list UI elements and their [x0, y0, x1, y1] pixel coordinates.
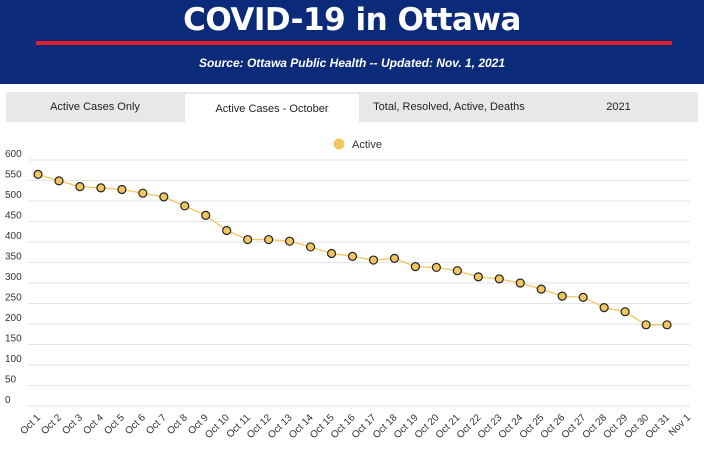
- data-point[interactable]: [117, 184, 127, 195]
- data-point[interactable]: [578, 292, 588, 302]
- tab-active-cases-october[interactable]: Active Cases - October: [185, 94, 359, 124]
- tab-2021[interactable]: 2021: [539, 92, 698, 122]
- data-point[interactable]: [599, 303, 609, 313]
- y-tick-label: 100: [5, 354, 22, 365]
- tab-label: Total, Resolved, Active, Deaths: [373, 101, 525, 113]
- series-line-active: [37, 173, 668, 326]
- data-point[interactable]: [201, 210, 211, 220]
- x-tick-label: Oct 8: [165, 412, 190, 437]
- y-tick-label: 300: [5, 272, 22, 283]
- data-point[interactable]: [515, 278, 525, 288]
- data-point[interactable]: [347, 251, 358, 261]
- data-point[interactable]: [431, 262, 441, 273]
- y-tick-label: 550: [5, 170, 22, 181]
- tab-label: Active Cases - October: [215, 103, 329, 115]
- data-point[interactable]: [368, 255, 379, 265]
- data-point[interactable]: [75, 182, 85, 192]
- data-point[interactable]: [536, 284, 546, 294]
- tab-bar: Active Cases Only Active Cases - October…: [6, 92, 698, 124]
- x-tick-label: Oct 5: [102, 412, 127, 437]
- data-point[interactable]: [96, 183, 106, 193]
- y-tick-label: 250: [5, 293, 22, 304]
- x-tick-label: Oct 4: [81, 412, 106, 437]
- data-point[interactable]: [222, 225, 232, 236]
- y-tick-label: 200: [5, 313, 22, 324]
- data-point[interactable]: [180, 201, 190, 211]
- x-tick-label: Oct 6: [123, 412, 148, 437]
- x-tick-label: Oct 31: [644, 412, 673, 441]
- data-point[interactable]: [494, 274, 504, 284]
- y-tick-label: 500: [5, 190, 22, 201]
- header-banner: COVID-19 in Ottawa Source: Ottawa Public…: [0, 0, 704, 84]
- y-tick-label: 600: [5, 149, 22, 160]
- y-tick-label: 450: [5, 211, 22, 222]
- x-tick-label: Oct 7: [144, 412, 169, 437]
- data-point[interactable]: [305, 242, 316, 252]
- data-point[interactable]: [54, 176, 64, 186]
- data-point[interactable]: [33, 169, 43, 179]
- chart-legend[interactable]: Active: [333, 138, 382, 152]
- data-point[interactable]: [285, 236, 295, 246]
- data-point[interactable]: [326, 248, 337, 259]
- data-point[interactable]: [138, 188, 148, 198]
- y-tick-label: 50: [5, 375, 17, 386]
- y-tick-label: 400: [5, 231, 22, 242]
- data-point[interactable]: [557, 291, 567, 301]
- data-point[interactable]: [264, 234, 274, 245]
- legend-label-active: Active: [352, 139, 382, 151]
- x-tick-label: Oct 3: [60, 412, 85, 437]
- x-tick-label: Oct 2: [39, 412, 64, 437]
- data-point[interactable]: [620, 307, 630, 317]
- y-tick-label: 150: [5, 334, 22, 345]
- tab-label: Active Cases Only: [50, 101, 140, 113]
- data-point[interactable]: [389, 253, 400, 263]
- legend-marker-active: [333, 138, 345, 150]
- y-tick-label: 0: [5, 395, 11, 406]
- data-point[interactable]: [473, 272, 483, 282]
- x-tick-label: Nov 1: [667, 412, 694, 439]
- tab-label: 2021: [606, 101, 631, 113]
- title-divider: [36, 41, 672, 45]
- source-subtitle: Source: Ottawa Public Health -- Updated:…: [198, 56, 506, 70]
- tab-active-cases-only[interactable]: Active Cases Only: [6, 92, 184, 122]
- x-tick-label: Oct 1: [18, 412, 43, 437]
- tab-total-resolved-active-deaths[interactable]: Total, Resolved, Active, Deaths: [359, 92, 539, 122]
- data-point[interactable]: [452, 266, 462, 276]
- active-cases-chart: Active 0 50 100 150 200 250 300 350 400 450 500 550…: [5, 138, 694, 441]
- data-point[interactable]: [243, 234, 253, 245]
- data-point[interactable]: [641, 320, 651, 330]
- y-tick-label: 350: [5, 252, 22, 263]
- data-point[interactable]: [662, 320, 672, 330]
- data-point[interactable]: [159, 192, 169, 202]
- page-title: COVID-19 in Ottawa: [183, 2, 521, 38]
- data-point[interactable]: [410, 262, 421, 272]
